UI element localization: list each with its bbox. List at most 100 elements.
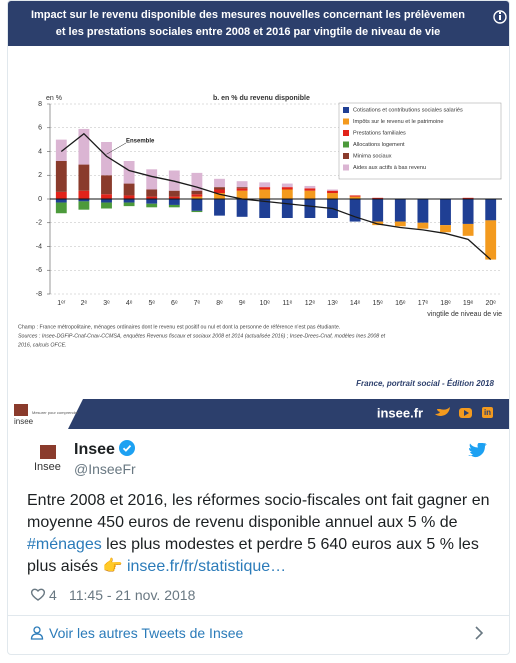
bar-segment (372, 197, 384, 199)
bar-segment (168, 199, 180, 205)
x-tick-label: 11ᵉ (282, 300, 292, 307)
bar-segment (101, 202, 112, 209)
bar-segment (214, 189, 225, 194)
x-tick-label: 14ᵉ (350, 300, 361, 307)
x-tick-label: 5ᵉ (148, 300, 155, 307)
x-tick-label: 13ᵉ (327, 300, 338, 307)
x-tick-label: 2ᵉ (81, 300, 88, 307)
linkedin-icon: in (484, 408, 491, 417)
bar-segment (123, 199, 135, 203)
bar-segment (146, 199, 158, 204)
x-tick-label: 4ᵉ (126, 300, 133, 307)
chart-note: 2016, calculs OFCE. (17, 342, 67, 348)
info-icon[interactable] (493, 10, 507, 24)
bar-segment (304, 199, 316, 218)
bar-segment (168, 190, 180, 197)
legend-swatch (343, 130, 349, 136)
bar-segment (327, 189, 338, 191)
bar-segment (78, 164, 90, 191)
tweet-text: Entre 2008 et 2016, les réformes socio-f… (27, 490, 497, 578)
bar-segment (146, 169, 158, 190)
chart-note: Champ : France métropolitaine, ménages o… (18, 324, 340, 330)
twitter-bird[interactable] (468, 443, 488, 461)
legend-label: Aides aux actifs à bas revenu (353, 165, 426, 171)
bar-segment (372, 199, 384, 222)
y-tick-label: 4 (38, 148, 42, 155)
bar-segment (168, 196, 180, 199)
x-tick-label: 15ᵉ (373, 300, 384, 307)
bar-segment (304, 190, 316, 199)
bar-segment (78, 201, 90, 210)
legend-label: Cotisations et contributions sociales sa… (353, 107, 463, 113)
twitter-icon[interactable] (435, 407, 450, 416)
bar-segment (236, 199, 248, 217)
bar-segment (349, 195, 361, 197)
bar-segment (55, 199, 67, 203)
x-tick-label: 6ᵉ (171, 300, 178, 307)
bar-segment (485, 220, 497, 260)
legend-swatch (343, 118, 349, 125)
linkedin-icon[interactable] (482, 407, 493, 418)
bar-segment (78, 190, 90, 199)
like-icon[interactable] (30, 587, 46, 602)
bar-segment (236, 181, 248, 188)
tweet-link[interactable]: insee.fr/fr/statistique… (126, 558, 287, 575)
bar-segment (304, 188, 316, 191)
bar-segment (78, 199, 90, 202)
y-tick-label: -6 (36, 267, 42, 274)
bar-segment (417, 199, 429, 223)
bar-segment (123, 202, 135, 207)
annotation-leader (106, 142, 127, 155)
bar-segment (236, 190, 248, 199)
bar-segment (55, 202, 67, 214)
y-axis-label: en % (46, 95, 62, 102)
avatar[interactable]: Insee (32, 443, 68, 479)
header-title: et les prestations sociales entre 2008 e… (56, 26, 441, 38)
like-count: 4 (49, 587, 57, 603)
tweet-text-part: les plus modestes et perdre 5 640 euros … (27, 536, 479, 575)
author-name-text[interactable]: Insee (74, 441, 115, 458)
bar-segment (281, 189, 293, 199)
bar-segment (281, 199, 293, 218)
bar-segment (55, 139, 67, 161)
legend-label: Impôts sur le revenu et le patrimoine (353, 119, 443, 125)
bar-segment (259, 199, 271, 218)
x-tick-label: 3ᵉ (103, 300, 110, 307)
bar-segment (259, 182, 271, 188)
bar-segment (214, 199, 225, 216)
bar-segment (191, 194, 203, 197)
chevron[interactable] (474, 626, 484, 640)
info-icon (499, 15, 501, 20)
more-tweets[interactable]: Voir les autres Tweets de Insee (49, 625, 244, 641)
y-tick-label: 8 (38, 101, 42, 108)
x-tick-label: 10ᵉ (260, 300, 271, 307)
bar-segment (440, 225, 451, 233)
bar-segment (417, 222, 429, 229)
y-tick-label: 2 (38, 172, 42, 179)
x-tick-label: 19ᵉ (463, 300, 474, 307)
bar-segment (101, 194, 112, 199)
chart-title: b. en % du revenu disponible (213, 95, 310, 102)
bar-segment (101, 175, 112, 195)
verified-badge (119, 440, 136, 456)
hashtag[interactable]: #ménages (27, 536, 102, 553)
author-name[interactable]: Insee (74, 440, 136, 459)
bar-segment (236, 188, 248, 191)
bar-segment (236, 187, 248, 189)
tweet-card: Impact sur le revenu disponible des mesu… (7, 0, 510, 655)
y-tick-label: -2 (36, 220, 42, 227)
legend-swatch (343, 107, 349, 113)
logo-text: insee (14, 417, 34, 426)
x-tick-label: 8ᵉ (216, 300, 223, 307)
bar-segment (123, 161, 135, 184)
x-tick-label: 20ᵉ (486, 300, 497, 307)
tweet-time[interactable]: 11:45 - 21 nov. 2018 (69, 587, 196, 603)
bar-segment (168, 204, 180, 208)
bar-segment (462, 223, 474, 236)
bar-segment (281, 183, 293, 188)
bar-segment (191, 190, 203, 195)
legend-swatch (343, 153, 349, 159)
author-handle[interactable]: @InseeFr (74, 461, 136, 477)
y-tick-label: -8 (36, 291, 42, 298)
